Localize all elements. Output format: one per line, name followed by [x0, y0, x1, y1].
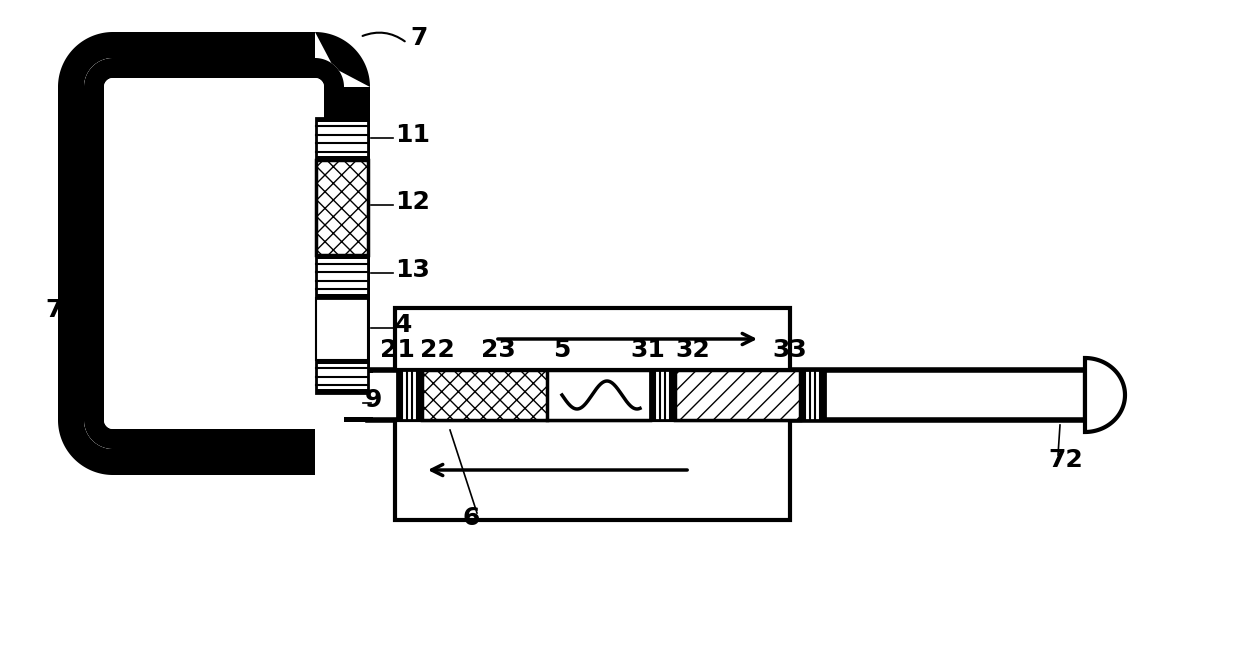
Bar	[368, 370, 1085, 420]
Text: 33: 33	[773, 338, 807, 362]
Polygon shape	[286, 32, 370, 116]
Bar	[396, 420, 790, 520]
Bar	[821, 370, 825, 420]
Polygon shape	[104, 345, 324, 429]
Polygon shape	[1085, 358, 1125, 432]
Bar	[324, 370, 343, 400]
Bar	[800, 370, 804, 420]
Text: 32: 32	[676, 338, 711, 362]
Text: 13: 13	[396, 258, 430, 282]
Bar	[316, 294, 368, 298]
Polygon shape	[104, 78, 324, 87]
Bar	[397, 370, 401, 420]
Bar	[397, 370, 422, 420]
Bar	[113, 58, 315, 60]
Bar	[113, 32, 315, 58]
Bar	[343, 368, 373, 373]
Bar	[113, 449, 315, 475]
Bar	[800, 370, 825, 420]
Text: 31: 31	[631, 338, 666, 362]
Text: 12: 12	[396, 190, 430, 214]
Bar	[324, 370, 343, 400]
Bar	[113, 429, 315, 449]
Bar	[650, 370, 675, 420]
Bar	[84, 87, 104, 420]
Bar	[316, 156, 368, 160]
Polygon shape	[58, 32, 113, 87]
Bar	[316, 255, 368, 298]
Polygon shape	[84, 58, 113, 87]
Bar	[418, 370, 422, 420]
Polygon shape	[315, 345, 370, 400]
Bar	[343, 417, 373, 422]
Text: 5: 5	[553, 338, 570, 362]
Text: 11: 11	[396, 123, 430, 147]
Text: 9: 9	[365, 388, 382, 412]
Bar	[58, 87, 84, 420]
Bar	[396, 308, 790, 370]
Text: 23: 23	[481, 338, 516, 362]
Bar	[671, 370, 675, 420]
Text: 21: 21	[379, 338, 414, 362]
Bar	[104, 370, 324, 400]
Bar	[343, 370, 370, 400]
Bar	[316, 360, 368, 364]
Bar	[547, 370, 650, 420]
Polygon shape	[315, 58, 343, 87]
Polygon shape	[84, 345, 343, 449]
Bar	[316, 360, 368, 393]
Text: 4: 4	[396, 313, 413, 337]
Bar	[343, 87, 370, 400]
Bar	[113, 58, 315, 78]
Bar	[84, 87, 343, 400]
Text: 7: 7	[410, 26, 428, 50]
Text: 22: 22	[419, 338, 454, 362]
Bar	[397, 370, 422, 420]
Bar	[422, 370, 547, 420]
Bar	[316, 118, 368, 160]
Bar	[316, 160, 368, 255]
Text: 6: 6	[463, 506, 480, 530]
Bar	[316, 255, 368, 259]
Bar	[343, 370, 368, 420]
Bar	[343, 370, 370, 400]
Bar	[800, 370, 825, 420]
Bar	[675, 370, 800, 420]
Bar	[104, 87, 324, 400]
Text: 72: 72	[1048, 448, 1083, 472]
Bar	[316, 118, 368, 122]
Bar	[113, 32, 315, 58]
Bar	[316, 389, 368, 393]
Bar	[316, 298, 368, 360]
Polygon shape	[58, 420, 113, 475]
Bar	[324, 370, 370, 400]
Polygon shape	[315, 345, 343, 374]
Polygon shape	[84, 58, 343, 87]
Bar	[650, 370, 653, 420]
Bar	[650, 370, 675, 420]
Bar	[324, 87, 343, 400]
Text: 71: 71	[45, 298, 79, 322]
Polygon shape	[84, 420, 113, 449]
